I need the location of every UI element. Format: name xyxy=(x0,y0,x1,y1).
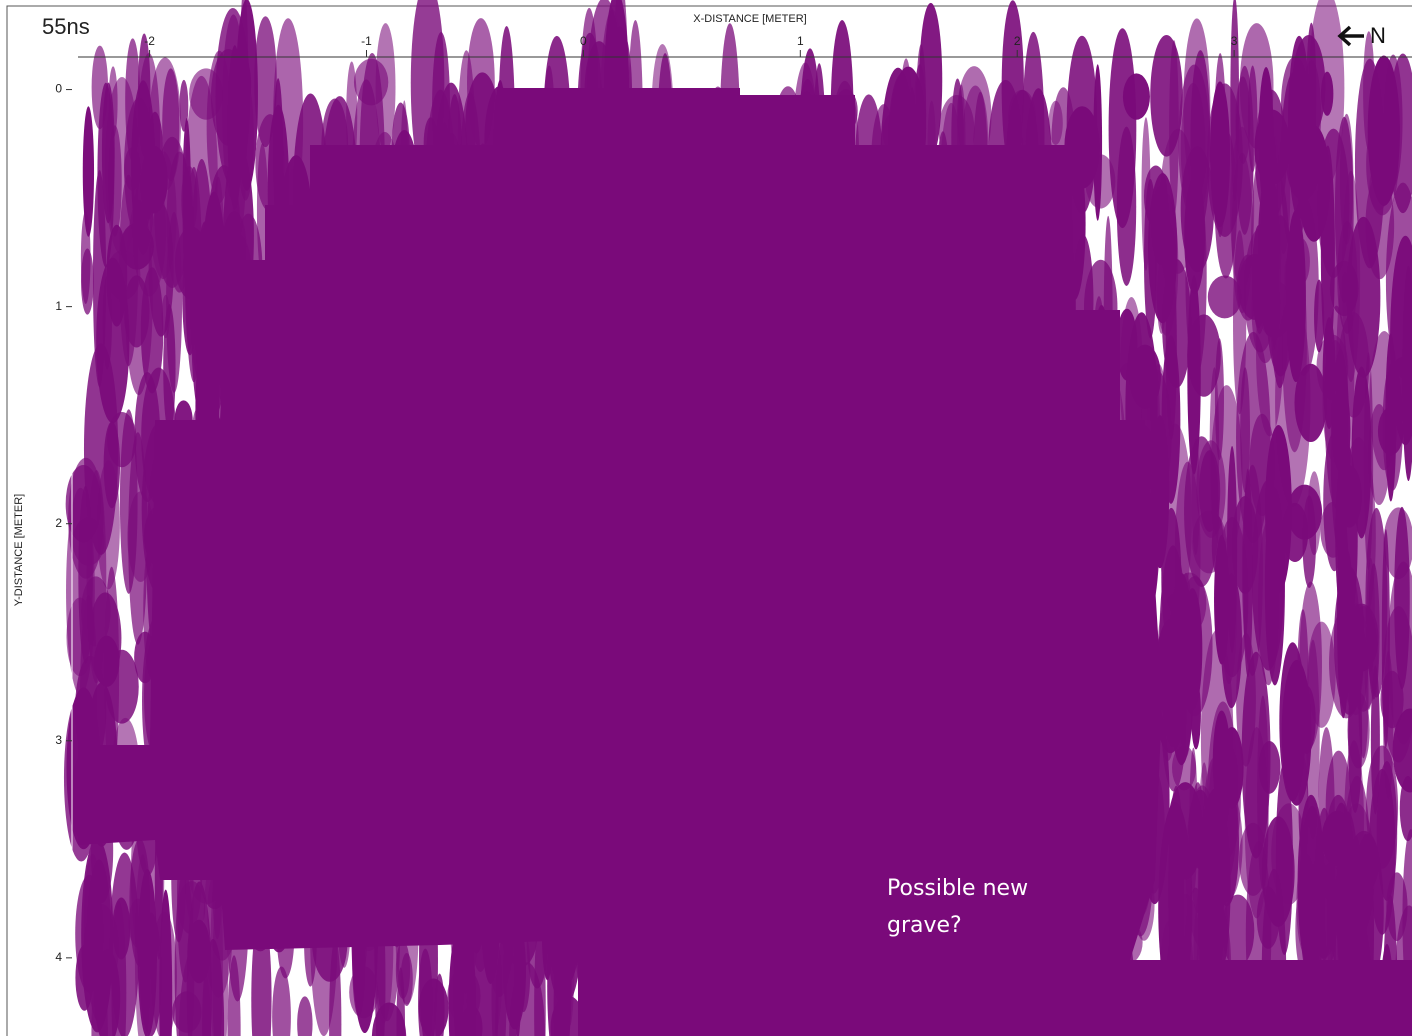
x-axis-title: X-DISTANCE [METER] xyxy=(693,13,806,25)
frame xyxy=(6,5,1412,1036)
y-tick-label: 0 xyxy=(55,82,62,96)
north-label: N xyxy=(1370,23,1386,48)
x-tick-label: -1 xyxy=(361,34,372,48)
annotation: Possible new grave? xyxy=(887,876,1029,938)
x-tick-label: 3 xyxy=(1231,34,1238,48)
north-arrow xyxy=(1337,25,1364,47)
y-tick-label: 4 xyxy=(55,950,62,964)
x-tick-label: 1 xyxy=(797,34,804,48)
x-tick-label: -2 xyxy=(144,34,155,48)
y-tick-label: 2 xyxy=(55,516,62,530)
x-tick-label: 2 xyxy=(1014,34,1021,48)
slice-depth: 55ns xyxy=(42,14,90,39)
x-tick-label: 0 xyxy=(580,34,587,48)
y-tick-label: 1 xyxy=(55,299,62,313)
y-tick-label: 3 xyxy=(55,733,62,747)
y-axis-title: Y-DISTANCE [METER] xyxy=(13,494,25,606)
